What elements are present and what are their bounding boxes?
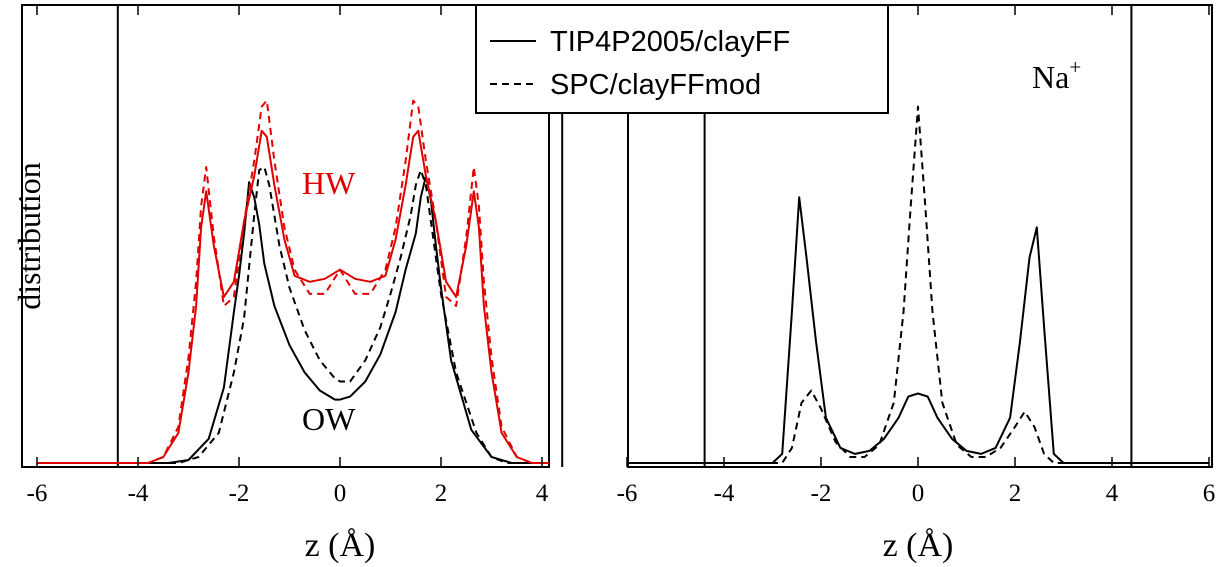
right-xtick-label-6: 6: [1203, 480, 1216, 507]
right-xtick-label-1: -4: [714, 480, 735, 507]
annotation-hw: HW: [302, 165, 356, 201]
right-xtick-label-3: 0: [912, 480, 925, 507]
legend-label-solid: TIP4P2005/clayFF: [550, 26, 790, 58]
right-xtick-label-4: 2: [1009, 480, 1022, 507]
left-series-hw-solid: [37, 129, 549, 464]
right-xtick-label-0: -6: [617, 480, 638, 507]
right-panel-series: [628, 105, 1209, 464]
right-xtick-label-5: 4: [1106, 480, 1119, 507]
annotation-na: Na+: [1032, 55, 1081, 95]
annotation-na-base: Na: [1032, 59, 1069, 95]
left-xlabel: z (Å): [305, 527, 376, 564]
legend: TIP4P2005/clayFF SPC/clayFFmod: [475, 4, 889, 114]
left-panel-ticks: -6 -4 -2 0 2 4: [27, 5, 549, 507]
right-series-naplus-solid: [628, 196, 1209, 464]
right-panel-ticks: -6 -4 -2 0 2 4 6: [617, 5, 1216, 507]
left-series-ow-solid: [37, 175, 549, 464]
legend-label-dashed: SPC/clayFFmod: [550, 69, 761, 101]
left-xtick-label-2: -2: [229, 480, 250, 507]
right-xlabel: z (Å): [883, 527, 954, 564]
left-panel-frame: [21, 4, 550, 468]
left-xtick-label-0: -6: [27, 480, 48, 507]
left-series-ow-dashed: [37, 166, 549, 464]
left-panel-series: [37, 99, 549, 464]
annotation-na-superscript: +: [1069, 55, 1081, 79]
left-xtick-label-3: 0: [334, 480, 347, 507]
left-xtick-label-1: -4: [128, 480, 149, 507]
left-series-hw-dashed: [37, 99, 549, 464]
annotation-ow: OW: [302, 401, 356, 437]
left-xtick-label-4: 2: [435, 480, 448, 507]
left-xtick-label-5: 4: [536, 480, 549, 507]
right-xtick-label-2: -2: [811, 480, 832, 507]
right-series-naplus-dashed: [628, 105, 1209, 464]
right-panel-frame: [627, 4, 1213, 468]
ylabel: distribution: [11, 162, 47, 310]
legend-box: [475, 4, 889, 114]
